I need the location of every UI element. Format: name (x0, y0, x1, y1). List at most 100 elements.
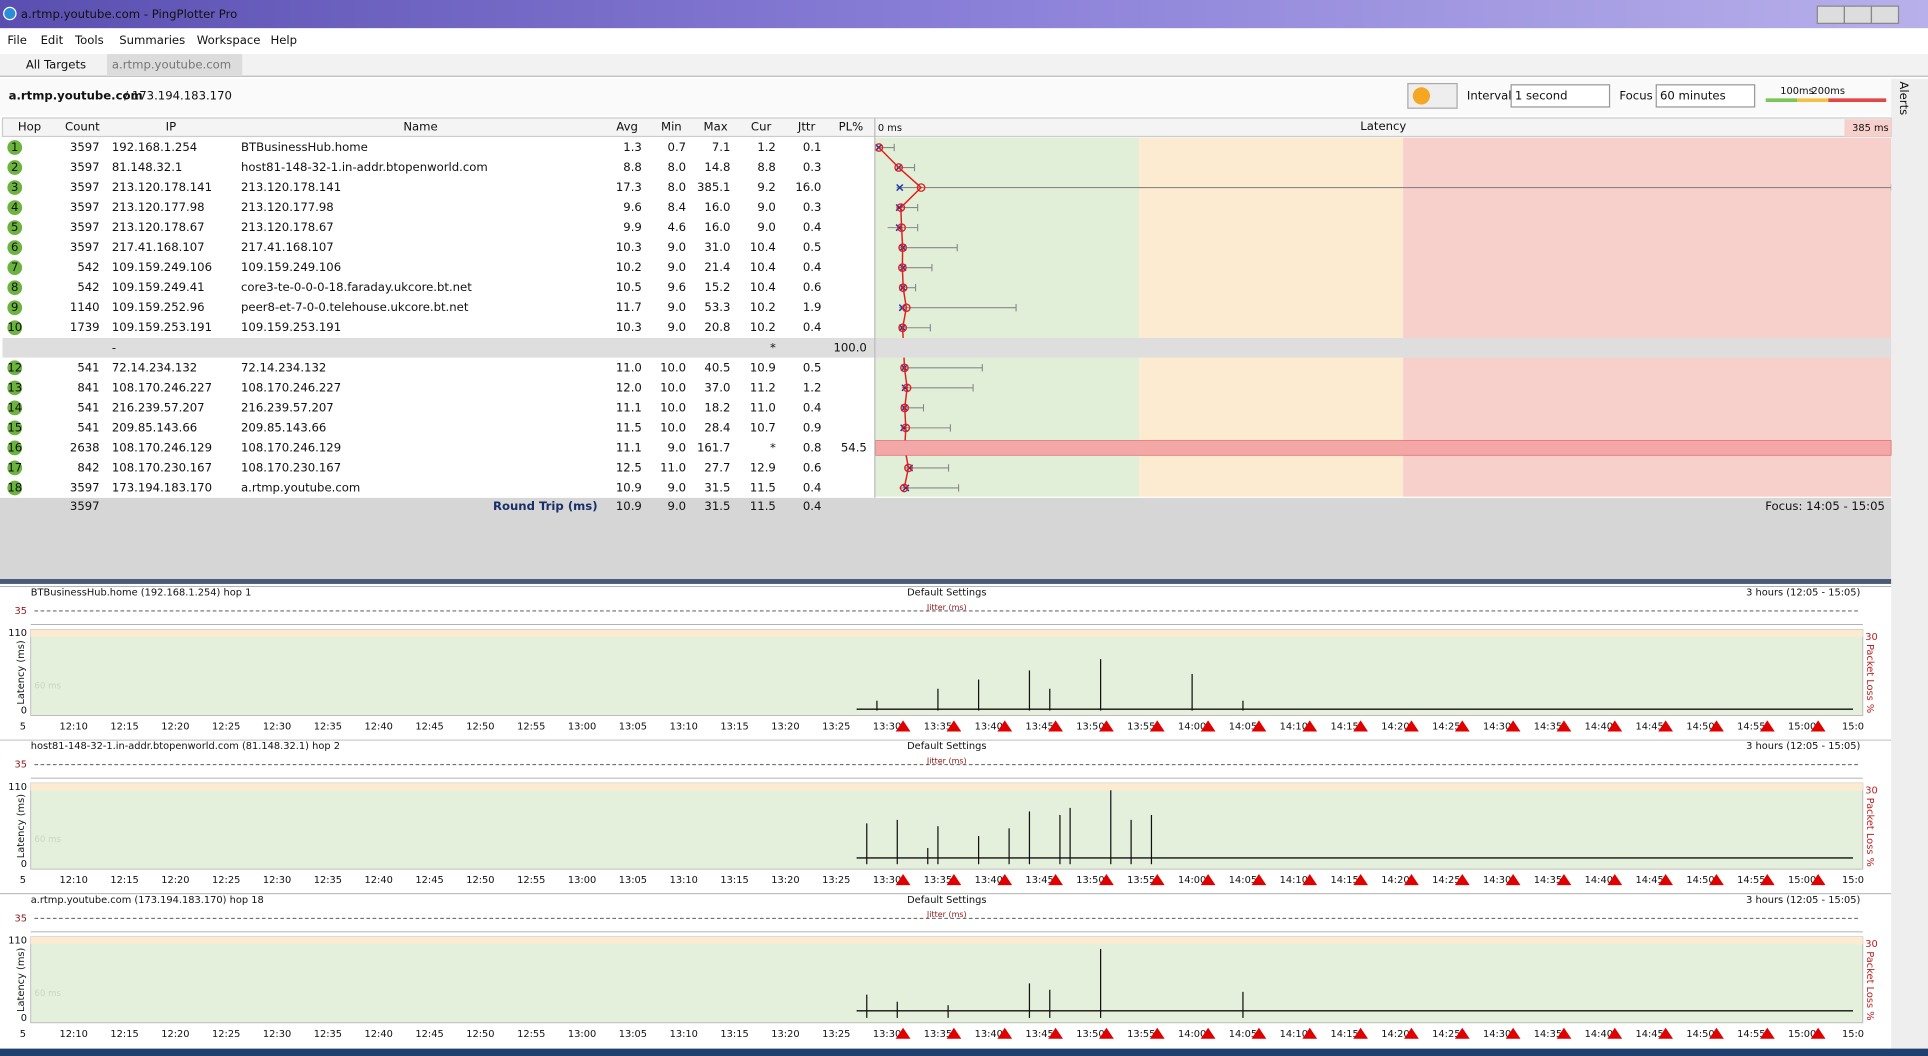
avg-point (902, 383, 912, 393)
cell: 0.5 (803, 360, 822, 374)
cell: 4 (11, 200, 18, 214)
cell: 8.4 (668, 200, 687, 214)
loss-marker (1658, 874, 1674, 886)
time-tick-label: 14:00 (1178, 875, 1206, 886)
cell: 9.2 (757, 180, 776, 194)
avg-point (894, 163, 904, 172)
hop-badge (7, 380, 23, 396)
time-tick-label: 14:50 (1686, 875, 1714, 886)
time-tick-label: 12:45 (415, 722, 443, 733)
hop-badge (7, 160, 23, 175)
time-tick-label: 12:40 (365, 1029, 393, 1040)
loss-marker (1810, 874, 1826, 886)
loss-marker (1658, 720, 1674, 732)
focus-select[interactable] (1655, 84, 1756, 108)
loss-marker (1149, 1027, 1165, 1039)
cell: 0.6 (803, 460, 822, 474)
time-tick-label: 12:35 (314, 722, 342, 733)
y-tick-label: 110 (8, 782, 27, 793)
menu-item[interactable]: Edit (41, 33, 64, 47)
cell: 213.120.177.98 (241, 200, 334, 214)
tab[interactable]: All Targets (26, 58, 86, 72)
time-tick-label: 12:50 (466, 722, 494, 733)
column-header: Count (65, 120, 100, 134)
loss-marker (1404, 720, 1419, 732)
loss-marker (1048, 720, 1063, 732)
y2-axis-label: Packet Loss % (1864, 951, 1875, 1020)
cell: 14 (7, 400, 22, 414)
time-tick-label: 14:10 (1280, 1029, 1308, 1040)
time-tick-label: 13:15 (720, 875, 748, 886)
side-panel (1891, 78, 1928, 1050)
jitter-tick: 35 (15, 606, 28, 617)
time-tick-label: 14:25 (1432, 875, 1460, 886)
loss-marker (1302, 720, 1318, 732)
menu-item[interactable]: Workspace (197, 33, 261, 47)
loss-band (875, 440, 1892, 456)
maximize-button[interactable] (1843, 5, 1873, 24)
hop-badge (7, 360, 23, 376)
panel-settings: Default Settings (907, 588, 986, 599)
time-tick-label: 14:10 (1280, 722, 1308, 733)
column-header: Jttr (797, 120, 816, 134)
cell: 213.120.177.98 (112, 200, 205, 214)
cell: 3597 (70, 480, 100, 494)
minimize-button[interactable] (1816, 5, 1846, 24)
loss-marker (1200, 720, 1216, 732)
target-name: a.rtmp.youtube.com (9, 88, 143, 102)
cell: 11.0 (750, 400, 776, 414)
time-tick-label: 13:05 (619, 722, 647, 733)
close-button[interactable] (1870, 5, 1900, 24)
cell: 3597 (70, 240, 100, 254)
hop-badge (7, 400, 23, 416)
cell: 11.7 (616, 300, 642, 314)
time-tick-label: 13:30 (873, 722, 901, 733)
time-tick-label: 13:55 (1127, 722, 1155, 733)
cell: 108.170.246.227 (112, 380, 212, 394)
cell: 1 (11, 140, 18, 154)
time-tick-label: 14:55 (1737, 722, 1765, 733)
loss-marker (1302, 874, 1318, 886)
tab[interactable]: a.rtmp.youtube.com (112, 58, 231, 72)
avg-point (904, 463, 913, 473)
loss-marker (997, 1027, 1013, 1039)
cell: 209.85.143.66 (112, 420, 197, 434)
loss-marker (1099, 874, 1114, 886)
loss-marker (946, 720, 962, 732)
tab-active-bg (106, 54, 243, 75)
menu-item[interactable]: Tools (74, 33, 104, 47)
cell: 0.1 (803, 140, 822, 154)
loss-marker (1607, 874, 1623, 886)
latency-area (30, 629, 1864, 716)
time-tick-label: 12:10 (60, 722, 88, 733)
interval-select[interactable] (1510, 84, 1611, 108)
column-header: Hop (18, 120, 41, 134)
y-tick-label: 110 (8, 935, 27, 946)
menu-item[interactable]: Help (271, 33, 298, 47)
cell: 108.170.230.167 (241, 460, 341, 474)
time-tick-label: 13:20 (771, 722, 799, 733)
loss-marker (1454, 720, 1470, 732)
summary-value: 0.4 (803, 499, 822, 513)
loss-marker (1658, 1027, 1674, 1039)
loss-marker (997, 874, 1013, 886)
cell: 11.5 (750, 480, 776, 494)
cell: 14.8 (704, 160, 730, 174)
menu-item[interactable]: File (7, 33, 27, 47)
loss-marker (1607, 1027, 1623, 1039)
avg-point (916, 183, 926, 192)
cell: 3 (11, 180, 18, 194)
y2-tick-label: 30 (1865, 939, 1878, 950)
cell: 5 (11, 220, 18, 234)
time-tick-label: 14:45 (1635, 1029, 1663, 1040)
y-axis-label: Latency (ms) (16, 948, 27, 1012)
menu-item[interactable]: Summaries (119, 33, 185, 47)
time-tick-label: 13:05 (619, 1029, 647, 1040)
alerts-tab[interactable]: Alerts (1897, 81, 1911, 115)
window-title: a.rtmp.youtube.com - PingPlotter Pro (21, 7, 237, 21)
cell: 213.120.178.67 (112, 220, 205, 234)
summary-value: 10.9 (616, 499, 642, 513)
cell: core3-te-0-0-0-18.faraday.ukcore.bt.net (241, 280, 472, 294)
hop-badge (7, 320, 23, 336)
